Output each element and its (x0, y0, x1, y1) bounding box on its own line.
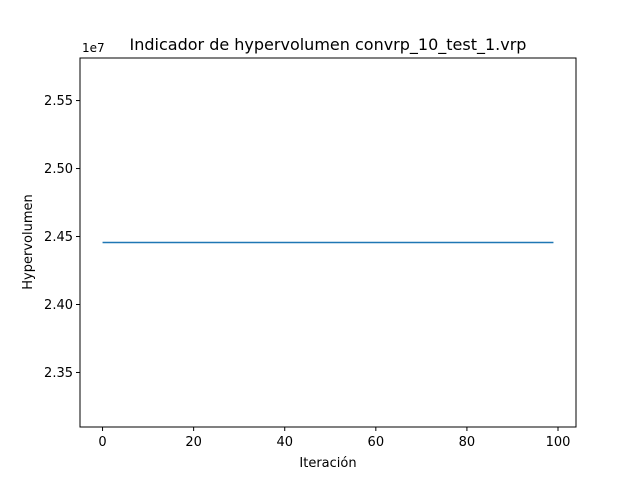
y-axis-label: Hypervolumen (21, 194, 36, 289)
y-tick-label-4: 2.55 (44, 94, 73, 109)
x-tick-label-0: 0 (98, 435, 106, 450)
x-tick-label-1: 20 (185, 435, 202, 450)
y-tick-label-1: 2.40 (44, 298, 73, 313)
x-tick-label-5: 100 (546, 435, 571, 450)
x-tick-label-3: 60 (368, 435, 385, 450)
axes-frame (79, 57, 577, 428)
y-offset-label: 1e7 (82, 41, 105, 55)
x-axis-label: Iteración (299, 456, 356, 471)
y-tick-label-2: 2.45 (44, 230, 73, 245)
plot-area: 0 20 40 60 80 100 2.35 2.40 2.45 2.50 2.55 (44, 57, 577, 450)
x-tick-label-4: 80 (459, 435, 476, 450)
y-tick-label-3: 2.50 (44, 162, 73, 177)
chart-title: Indicador de hypervolumen convrp_10_test… (130, 35, 527, 55)
y-tick-label-0: 2.35 (44, 366, 73, 381)
x-tick-label-2: 40 (276, 435, 293, 450)
